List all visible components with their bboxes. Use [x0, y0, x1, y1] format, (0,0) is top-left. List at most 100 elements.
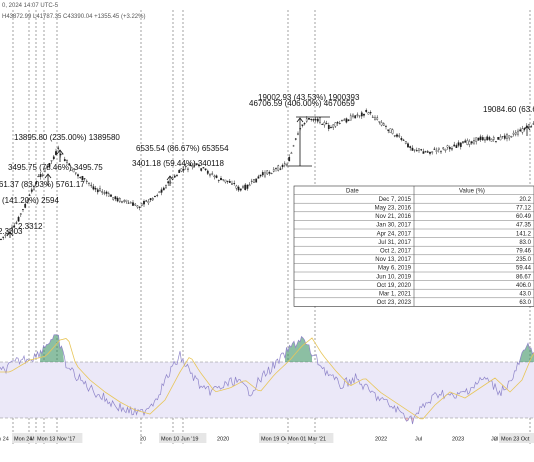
- axis-label-bg: [499, 433, 534, 443]
- candle-body: [294, 138, 297, 140]
- x-tick-fragment: 2: [494, 437, 497, 443]
- candle-body: [310, 118, 313, 120]
- candle-body: [92, 186, 95, 190]
- candle-body: [321, 123, 324, 125]
- candle-body: [242, 186, 244, 189]
- candle-body: [235, 185, 238, 189]
- candle-body: [272, 169, 275, 172]
- candle-body: [224, 179, 227, 183]
- candle-body: [52, 156, 55, 160]
- candle-body: [336, 122, 339, 124]
- candle-body: [151, 198, 154, 201]
- candle-body: [165, 185, 167, 189]
- candle-body: [134, 203, 137, 206]
- candle-body: [77, 174, 79, 177]
- candle-body: [400, 138, 403, 140]
- candle-body: [129, 202, 132, 204]
- table-value-cell: 235.0: [516, 257, 532, 263]
- candle-body: [517, 130, 519, 135]
- table-date-cell: Oct 19, 2020: [377, 283, 412, 289]
- candle-body: [22, 209, 24, 211]
- candle-body: [19, 213, 22, 215]
- overbought-fill: [518, 343, 534, 362]
- candle-body: [486, 136, 489, 141]
- candle-body: [160, 189, 163, 193]
- candle-body: [426, 151, 429, 153]
- candle-body: [30, 189, 33, 192]
- candle-body: [41, 174, 44, 176]
- annotation-label: 13895.80 (235.00%) 1389580: [14, 133, 120, 142]
- table-value-cell: 20.2: [519, 197, 531, 203]
- candle-body: [275, 168, 277, 170]
- candle-body: [457, 142, 460, 146]
- candle-body: [264, 172, 266, 177]
- candle-body: [248, 184, 251, 187]
- candle-body: [446, 145, 449, 148]
- candle-body: [393, 135, 396, 137]
- candle-body: [466, 140, 469, 145]
- candle-body: [228, 181, 231, 183]
- candle-body: [191, 165, 194, 167]
- candle-body: [435, 150, 438, 152]
- candle-body: [495, 141, 497, 142]
- candle-body: [110, 194, 112, 197]
- candle-body: [226, 180, 229, 182]
- annotation-label: (141.20%) 2594: [2, 196, 59, 205]
- candle-body: [74, 172, 77, 174]
- axis-label-bg: [12, 433, 35, 443]
- table-date-cell: Jun 10, 2019: [376, 274, 411, 280]
- candle-body: [149, 198, 152, 201]
- candle-body: [138, 206, 141, 208]
- candle-body: [484, 139, 486, 141]
- candle-body: [301, 124, 304, 126]
- candle-body: [323, 122, 326, 126]
- annotation-label: 2.3312: [18, 222, 43, 231]
- candle-body: [347, 119, 350, 121]
- candle-body: [499, 136, 502, 141]
- candle-body: [184, 165, 187, 168]
- table-date-cell: Nov 21, 2016: [375, 214, 411, 220]
- table-value-cell: 79.46: [516, 249, 532, 255]
- signal-line: [0, 337, 534, 420]
- candle-body: [512, 132, 515, 135]
- candle-body: [231, 183, 233, 185]
- candle-body: [63, 159, 66, 162]
- candle-body: [433, 148, 436, 150]
- candle-body: [246, 184, 249, 189]
- candle-body: [396, 134, 398, 137]
- candle-body: [391, 129, 394, 134]
- candle-body: [376, 117, 379, 120]
- candle-body: [490, 139, 493, 142]
- candle-body: [206, 170, 209, 174]
- candle-body: [140, 203, 143, 206]
- candle-body: [473, 140, 475, 144]
- candle-body: [451, 148, 453, 150]
- x-tick-label: Mon 23 Oct: [501, 437, 530, 443]
- arrow-head: [296, 117, 304, 123]
- candle-body: [360, 112, 363, 117]
- candle-body: [195, 163, 198, 165]
- table-value-cell: 86.67: [516, 274, 532, 280]
- candle-body: [286, 164, 288, 166]
- candle-body: [468, 141, 471, 145]
- candle-body: [121, 200, 123, 203]
- x-tick-label: Jul: [415, 437, 422, 443]
- oscillator-pane: [0, 334, 534, 425]
- candle-body: [528, 124, 530, 127]
- candle-body: [33, 185, 35, 190]
- candle-body: [316, 118, 319, 122]
- table-date-cell: Jul 31, 2017: [378, 240, 411, 246]
- table-value-cell: 406.0: [516, 283, 532, 289]
- candle-body: [266, 170, 269, 175]
- candle-body: [358, 115, 361, 117]
- candle-body: [50, 160, 53, 162]
- annotation-label: 3495.75 (78.46%) 3495.75: [8, 163, 103, 172]
- candle-body: [193, 163, 196, 166]
- x-tick-label: Mon 19 Oct: [261, 437, 290, 443]
- candle-body: [90, 184, 93, 187]
- candle-body: [101, 191, 104, 193]
- candle-body: [250, 180, 253, 182]
- candle-body: [233, 183, 236, 184]
- candle-body: [369, 112, 372, 114]
- candle-body: [514, 132, 517, 135]
